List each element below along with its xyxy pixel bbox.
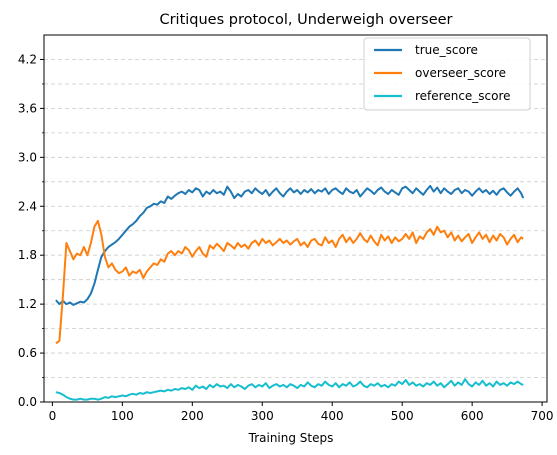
x-axis-label: Training Steps [248, 431, 334, 445]
x-tick-label: 100 [111, 409, 134, 423]
legend-label: overseer_score [415, 66, 506, 80]
legend-label: true_score [415, 43, 478, 57]
x-tick-label: 500 [391, 409, 414, 423]
series-line-reference-score [55, 378, 524, 401]
x-tick-label: 300 [251, 409, 274, 423]
series-group [55, 184, 525, 401]
series-line-overseer-score [55, 219, 524, 345]
x-tick-label: 0 [49, 409, 57, 423]
y-tick-label: 0.6 [18, 346, 37, 360]
series-line-true-score [55, 184, 525, 306]
plot-frame [43, 34, 548, 403]
legend-label: reference_score [415, 89, 511, 103]
y-tick-label: 1.2 [18, 297, 37, 311]
y-tick-label: 1.8 [18, 248, 37, 262]
legend: true_score overseer_score reference_score [363, 37, 531, 111]
x-tick-label: 600 [461, 409, 484, 423]
y-tick-label: 3.0 [18, 150, 37, 164]
y-tick-label: 4.2 [18, 52, 37, 66]
chart-title: Critiques protocol, Underweigh overseer [159, 12, 452, 28]
x-tick-label: 700 [531, 409, 554, 423]
y-tick-label: 2.4 [18, 199, 37, 213]
x-tick-label: 400 [321, 409, 344, 423]
y-tick-label: 0.0 [18, 395, 37, 409]
legend-box [363, 37, 531, 111]
x-tick-label: 200 [181, 409, 204, 423]
axis-ticks: 0.0 0.6 1.2 1.8 2.4 3.0 3.6 4.2 0 100 200 300 400 500… [18, 52, 554, 423]
y-tick-label: 3.6 [18, 101, 37, 115]
